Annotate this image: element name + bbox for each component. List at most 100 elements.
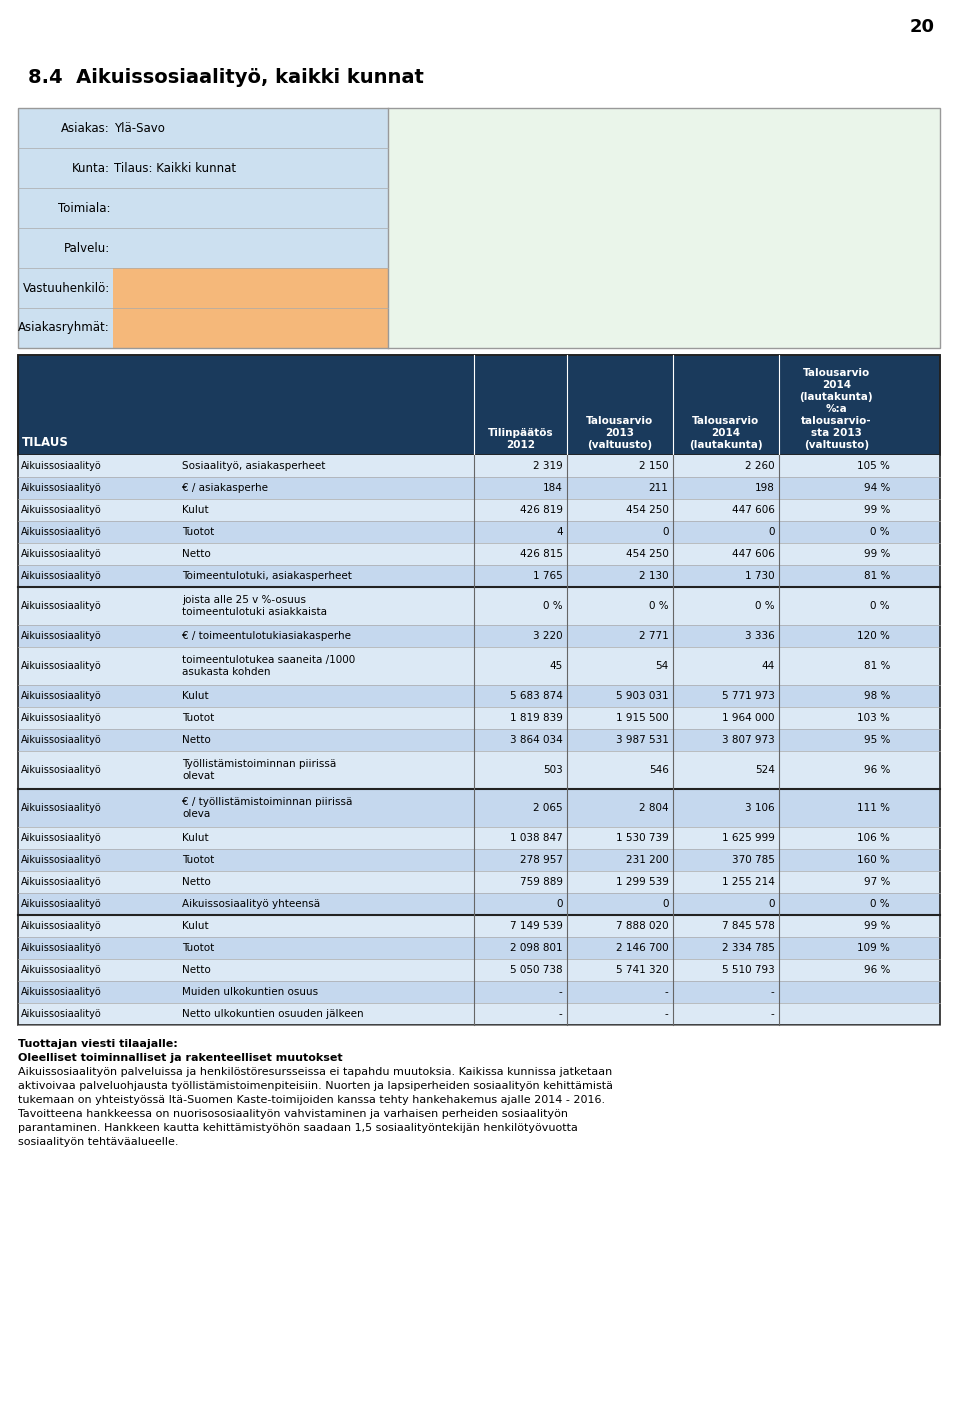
Text: 2 334 785: 2 334 785 <box>722 943 775 952</box>
Text: Aikuissosiaalityö: Aikuissosiaalityö <box>21 832 102 842</box>
Text: 105 %: 105 % <box>857 461 890 471</box>
Text: 1 730: 1 730 <box>745 571 775 581</box>
Bar <box>18 789 940 827</box>
Text: Netto: Netto <box>182 965 211 975</box>
Text: 5 050 738: 5 050 738 <box>510 965 563 975</box>
Text: 8.4  Aikuissosiaalityö, kaikki kunnat: 8.4 Aikuissosiaalityö, kaikki kunnat <box>28 68 424 87</box>
Text: 1 819 839: 1 819 839 <box>510 713 563 722</box>
Text: -: - <box>559 988 563 998</box>
Text: Tilaus: Kaikki kunnat: Tilaus: Kaikki kunnat <box>114 161 236 175</box>
Text: 546: 546 <box>649 765 668 775</box>
Text: 1 964 000: 1 964 000 <box>722 713 775 722</box>
Text: Aikuissosiaalityö: Aikuissosiaalityö <box>21 765 102 775</box>
Text: Netto ulkokuntien osuuden jälkeen: Netto ulkokuntien osuuden jälkeen <box>182 1009 364 1019</box>
Text: Työllistämistoiminnan piirissä
olevat: Työllistämistoiminnan piirissä olevat <box>182 759 337 782</box>
Bar <box>18 827 940 849</box>
Text: 3 807 973: 3 807 973 <box>722 735 775 745</box>
Text: € / toimeentulotukiasiakasperhe: € / toimeentulotukiasiakasperhe <box>182 631 351 641</box>
Text: Aikuissosiaalityö: Aikuissosiaalityö <box>21 988 102 998</box>
Bar <box>18 751 940 789</box>
Text: 2 130: 2 130 <box>639 571 668 581</box>
Text: 54: 54 <box>656 660 668 672</box>
Text: 81 %: 81 % <box>864 571 890 581</box>
Text: 0: 0 <box>662 899 668 909</box>
Bar <box>388 109 940 349</box>
Text: 5 771 973: 5 771 973 <box>722 691 775 701</box>
Text: Kulut: Kulut <box>182 505 209 515</box>
Bar <box>18 893 940 914</box>
Text: Talousarvio
2013
(valtuusto): Talousarvio 2013 (valtuusto) <box>586 416 653 450</box>
Text: 2 146 700: 2 146 700 <box>616 943 668 952</box>
Text: Aikuissosiaalityö: Aikuissosiaalityö <box>21 526 102 538</box>
Text: 0 %: 0 % <box>543 601 563 611</box>
Text: tukemaan on yhteistyössä Itä-Suomen Kaste-toimijoiden kanssa tehty hankehakemus : tukemaan on yhteistyössä Itä-Suomen Kast… <box>18 1095 605 1105</box>
Text: Aikuissosiaalityö: Aikuissosiaalityö <box>21 803 102 813</box>
Bar <box>18 959 940 981</box>
Text: joista alle 25 v %-osuus
toimeentulotuki asiakkaista: joista alle 25 v %-osuus toimeentulotuki… <box>182 595 327 617</box>
Bar <box>18 356 940 454</box>
Text: 1 299 539: 1 299 539 <box>615 878 668 888</box>
Text: Aikuissosiaalityö: Aikuissosiaalityö <box>21 899 102 909</box>
Text: Aikuissosiaalityö: Aikuissosiaalityö <box>21 549 102 559</box>
Bar <box>18 477 940 499</box>
Text: Tuotot: Tuotot <box>182 713 215 722</box>
Bar <box>18 937 940 959</box>
Text: 3 864 034: 3 864 034 <box>510 735 563 745</box>
Text: 120 %: 120 % <box>857 631 890 641</box>
Text: 160 %: 160 % <box>857 855 890 865</box>
Text: 198: 198 <box>755 483 775 492</box>
Text: 0 %: 0 % <box>871 899 890 909</box>
Text: 1 625 999: 1 625 999 <box>722 832 775 842</box>
Text: 44: 44 <box>761 660 775 672</box>
Bar <box>18 109 940 349</box>
Text: Aikuissosiaalityö: Aikuissosiaalityö <box>21 571 102 581</box>
Text: 7 149 539: 7 149 539 <box>510 921 563 931</box>
Text: 447 606: 447 606 <box>732 549 775 559</box>
Text: 2 804: 2 804 <box>639 803 668 813</box>
Text: 1 255 214: 1 255 214 <box>722 878 775 888</box>
Text: Aikuissosiaalityö: Aikuissosiaalityö <box>21 483 102 492</box>
Bar <box>18 564 940 587</box>
Text: Palvelu:: Palvelu: <box>63 241 110 254</box>
Text: Netto: Netto <box>182 735 211 745</box>
Text: Aikuissosiaalityö: Aikuissosiaalityö <box>21 691 102 701</box>
Bar <box>18 849 940 871</box>
Text: 5 683 874: 5 683 874 <box>510 691 563 701</box>
Text: Tuotot: Tuotot <box>182 526 215 538</box>
Text: Toimeentulotuki, asiakasperheet: Toimeentulotuki, asiakasperheet <box>182 571 352 581</box>
Text: Asiakasryhmät:: Asiakasryhmät: <box>18 322 110 334</box>
Text: 97 %: 97 % <box>864 878 890 888</box>
Text: Aikuissosiaalityö: Aikuissosiaalityö <box>21 461 102 471</box>
Text: 503: 503 <box>542 765 563 775</box>
Text: Aikuissosiaalityö: Aikuissosiaalityö <box>21 601 102 611</box>
Text: 2 319: 2 319 <box>533 461 563 471</box>
Text: 81 %: 81 % <box>864 660 890 672</box>
Text: 94 %: 94 % <box>864 483 890 492</box>
Bar <box>18 356 940 454</box>
Text: 106 %: 106 % <box>857 832 890 842</box>
Text: Talousarvio
2014
(lautakunta): Talousarvio 2014 (lautakunta) <box>689 416 762 450</box>
Text: Kulut: Kulut <box>182 832 209 842</box>
Text: Kulut: Kulut <box>182 921 209 931</box>
Text: Aikuissosiaalityö: Aikuissosiaalityö <box>21 943 102 952</box>
Text: 3 106: 3 106 <box>745 803 775 813</box>
Text: Aikuissosiaalityö: Aikuissosiaalityö <box>21 631 102 641</box>
Text: Netto: Netto <box>182 878 211 888</box>
Text: Tuottajan viesti tilaajalle:: Tuottajan viesti tilaajalle: <box>18 1038 178 1048</box>
Text: TILAUS: TILAUS <box>22 436 69 449</box>
Text: 278 957: 278 957 <box>519 855 563 865</box>
Text: Tavoitteena hankkeessa on nuorisososiaalityön vahvistaminen ja varhaisen perheid: Tavoitteena hankkeessa on nuorisososiaal… <box>18 1109 568 1119</box>
Text: 109 %: 109 % <box>857 943 890 952</box>
Text: 3 220: 3 220 <box>533 631 563 641</box>
Text: 759 889: 759 889 <box>519 878 563 888</box>
Text: -: - <box>771 1009 775 1019</box>
Bar <box>113 268 388 349</box>
Text: 96 %: 96 % <box>864 765 890 775</box>
Text: 0 %: 0 % <box>871 526 890 538</box>
Text: 7 845 578: 7 845 578 <box>722 921 775 931</box>
Text: 0 %: 0 % <box>755 601 775 611</box>
Text: 99 %: 99 % <box>864 505 890 515</box>
Text: 2 771: 2 771 <box>638 631 668 641</box>
Text: Ylä-Savo: Ylä-Savo <box>114 121 165 134</box>
Text: Tilinpäätös
2012: Tilinpäätös 2012 <box>488 428 553 450</box>
